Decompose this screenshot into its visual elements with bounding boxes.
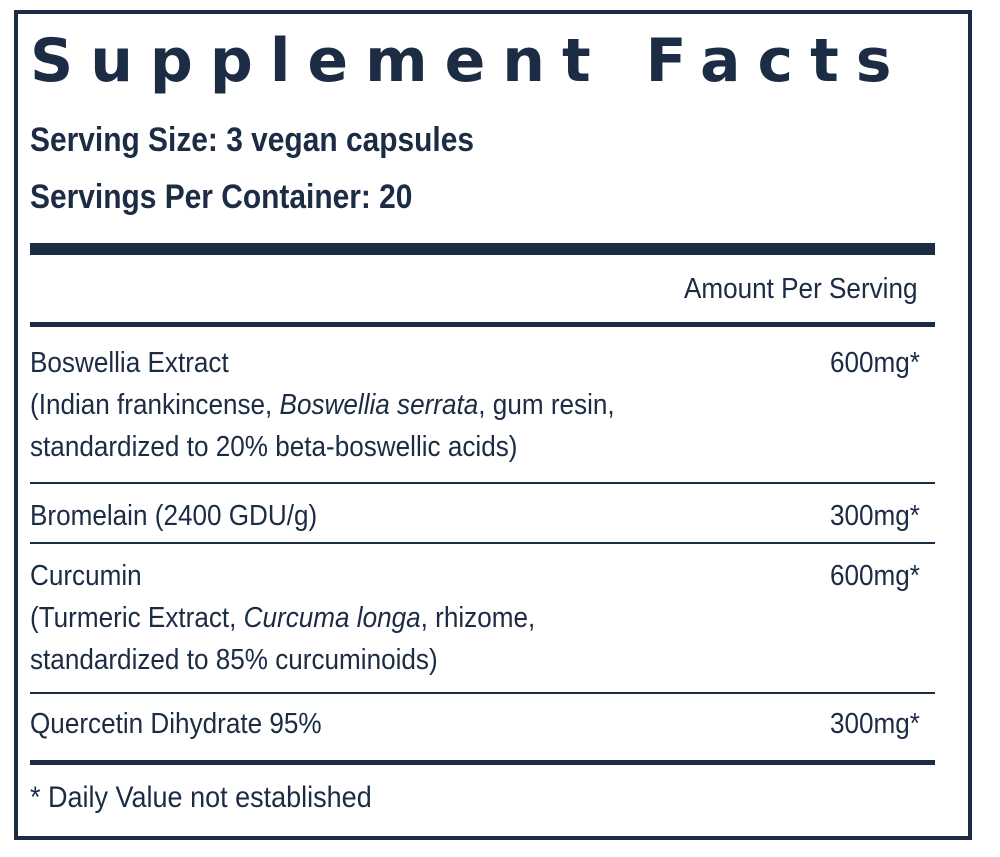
ingredient-amount: 300mg* xyxy=(830,708,920,740)
row-divider xyxy=(30,692,935,694)
row-divider xyxy=(30,542,935,544)
panel-title: Supplement Facts xyxy=(30,26,909,96)
ingredient-row-curcumin: Curcumin (Turmeric Extract, Curcuma long… xyxy=(30,555,535,681)
footnote: * Daily Value not established xyxy=(30,781,372,814)
servings-per-container: Servings Per Container: 20 xyxy=(30,178,413,216)
amount-per-serving-header: Amount Per Serving xyxy=(684,273,918,305)
ingredient-row-bromelain: Bromelain (2400 GDU/g) xyxy=(30,495,317,537)
supplement-facts-panel xyxy=(14,10,972,840)
ingredient-row-quercetin: Quercetin Dihydrate 95% xyxy=(30,703,322,745)
ingredient-name: Quercetin Dihydrate 95% xyxy=(30,708,322,740)
ingredient-row-boswellia: Boswellia Extract (Indian frankincense, … xyxy=(30,342,615,468)
ingredient-amount: 600mg* xyxy=(830,347,920,379)
ingredient-detail: (Indian frankincense, Boswellia serrata,… xyxy=(30,389,615,421)
header-divider xyxy=(30,322,935,327)
ingredient-amount: 300mg* xyxy=(830,500,920,532)
serving-size: Serving Size: 3 vegan capsules xyxy=(30,121,475,159)
ingredient-detail: (Turmeric Extract, Curcuma longa, rhizom… xyxy=(30,602,536,634)
ingredient-detail: standardized to 20% beta-boswellic acids… xyxy=(30,431,518,463)
ingredient-name: Bromelain (2400 GDU/g) xyxy=(30,500,318,532)
thick-divider xyxy=(30,243,935,255)
ingredient-name: Boswellia Extract xyxy=(30,347,229,379)
ingredient-name: Curcumin xyxy=(30,560,142,592)
ingredient-detail: standardized to 85% curcuminoids) xyxy=(30,644,438,676)
row-divider xyxy=(30,482,935,484)
bottom-divider xyxy=(30,760,935,765)
ingredient-amount: 600mg* xyxy=(830,560,920,592)
